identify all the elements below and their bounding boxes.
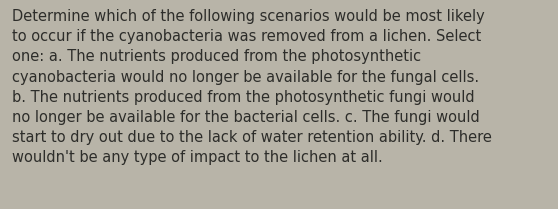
Text: Determine which of the following scenarios would be most likely
to occur if the : Determine which of the following scenari… bbox=[12, 9, 492, 165]
